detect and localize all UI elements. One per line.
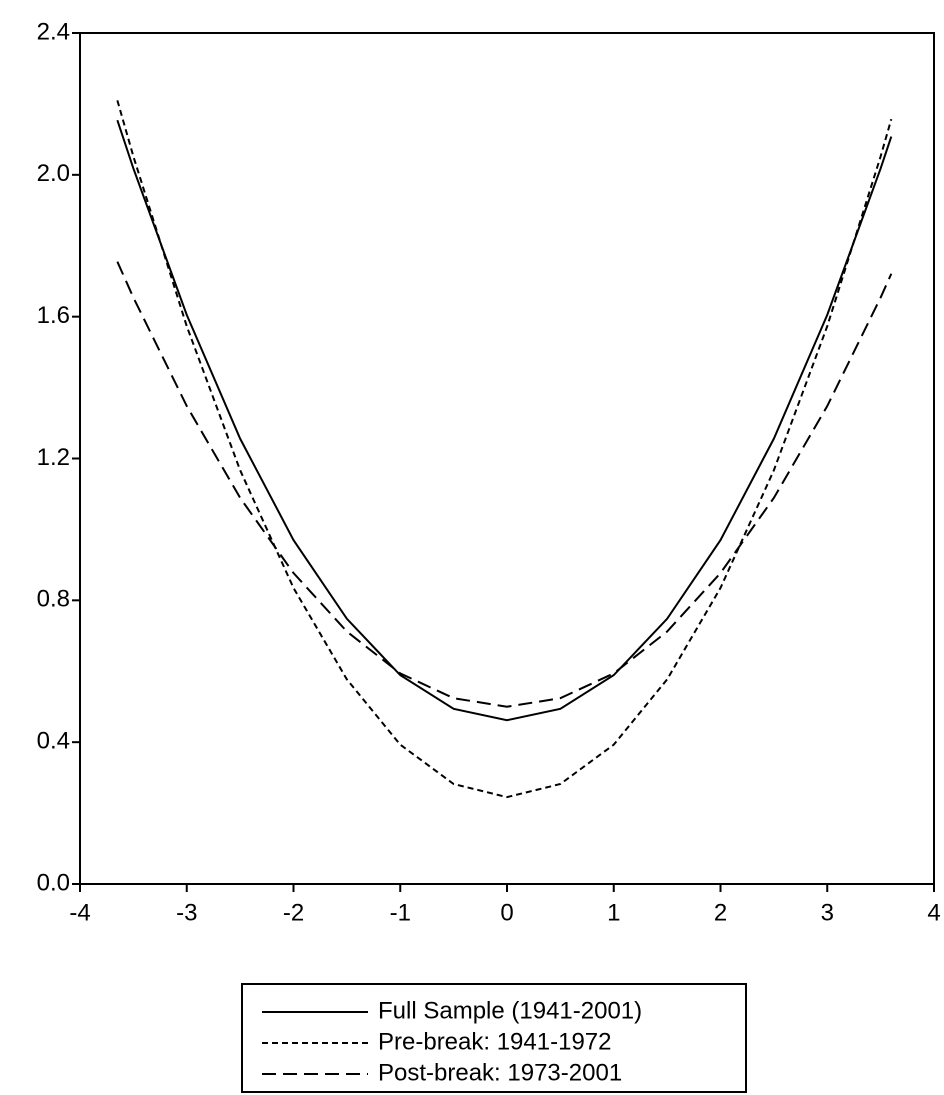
y-tick-label: 0.4	[37, 728, 70, 755]
x-tick-label: 0	[500, 899, 513, 926]
x-tick-label: -4	[69, 899, 90, 926]
y-tick-label: 2.4	[37, 18, 70, 45]
y-tick-label: 1.2	[37, 444, 70, 471]
x-tick-label: 1	[607, 899, 620, 926]
x-tick-label: -1	[390, 899, 411, 926]
x-tick-label: 4	[927, 899, 940, 926]
x-tick-label: -3	[176, 899, 197, 926]
x-tick-label: 2	[714, 899, 727, 926]
x-tick-label: -2	[283, 899, 304, 926]
series-line	[116, 261, 893, 708]
series-line	[116, 119, 893, 722]
series-line	[116, 100, 893, 799]
legend-label: Full Sample (1941-2001)	[378, 997, 642, 1024]
x-tick-label: 3	[821, 899, 834, 926]
y-tick-label: 2.0	[37, 160, 70, 187]
y-tick-label: 1.6	[37, 302, 70, 329]
y-tick-label: 0.8	[37, 586, 70, 613]
plot-frame	[79, 32, 935, 885]
legend-label: Pre-break: 1941-1972	[378, 1028, 611, 1055]
y-tick-label: 0.0	[37, 869, 70, 896]
legend-label: Post-break: 1973-2001	[378, 1059, 622, 1086]
